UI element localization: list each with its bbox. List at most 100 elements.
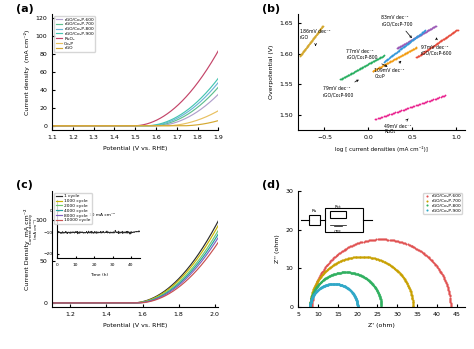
rGO/Co₂P-900 bbox=[307, 305, 313, 309]
Legend: 1 cycle, 1000 cycle, 2000 cycle, 4000 cycle, 8000 cycle, 10000 cycle: 1 cycle, 1000 cycle, 2000 cycle, 4000 cy… bbox=[55, 193, 92, 224]
rGO/Co₂P-800 bbox=[220, 75, 226, 79]
rGO bbox=[178, 124, 183, 128]
1 cycle bbox=[96, 301, 102, 305]
rGO/Co₂P-800 bbox=[49, 124, 55, 128]
RuO₂ bbox=[150, 120, 155, 124]
Text: (b): (b) bbox=[262, 3, 280, 14]
4000 cycle bbox=[199, 256, 205, 260]
rGO bbox=[93, 124, 99, 128]
rGO/Co₂P-600 bbox=[80, 124, 85, 128]
X-axis label: Potential (V vs. RHE): Potential (V vs. RHE) bbox=[103, 146, 167, 151]
rGO/Co₂P-600 bbox=[150, 124, 155, 128]
2000 cycle bbox=[216, 228, 221, 232]
rGO bbox=[150, 124, 155, 128]
rGO/Co₂P-600 bbox=[447, 292, 452, 296]
8000 cycle bbox=[216, 235, 221, 239]
4000 cycle bbox=[96, 301, 102, 305]
rGO/Co₂P-600 bbox=[309, 305, 315, 309]
Legend: rGO/Co₂P-600, rGO/Co₂P-700, rGO/Co₂P-800, rGO/Co₂P-900, RuO₂, Co₂P, rGO: rGO/Co₂P-600, rGO/Co₂P-700, rGO/Co₂P-800… bbox=[55, 16, 95, 52]
Line: rGO/Co₂P-800: rGO/Co₂P-800 bbox=[52, 77, 223, 126]
1 cycle bbox=[179, 274, 184, 278]
rGO/Co₂P-900 bbox=[347, 288, 353, 292]
rGO/Co₂P-700 bbox=[410, 299, 416, 303]
Line: rGO/Co₂P-900: rGO/Co₂P-900 bbox=[52, 73, 223, 126]
4000 cycle bbox=[49, 301, 55, 305]
1 cycle bbox=[102, 301, 108, 305]
Text: (d): (d) bbox=[262, 180, 280, 191]
rGO/Co₂P-600 bbox=[425, 255, 431, 259]
Text: 83mV dec⁻¹
rGO/Co₂P-700: 83mV dec⁻¹ rGO/Co₂P-700 bbox=[382, 15, 413, 38]
rGO/Co₂P-600 bbox=[127, 124, 132, 128]
rGO/Co₂P-800 bbox=[307, 305, 313, 309]
Text: (a): (a) bbox=[16, 3, 33, 14]
8000 cycle bbox=[158, 295, 164, 299]
1 cycle bbox=[158, 291, 164, 296]
rGO/Co₂P-600 bbox=[311, 288, 317, 292]
Text: 77mV dec⁻¹
rGO/Co₂P-800: 77mV dec⁻¹ rGO/Co₂P-800 bbox=[346, 49, 387, 66]
rGO/Co₂P-700 bbox=[309, 292, 315, 297]
1 cycle bbox=[199, 247, 205, 251]
RuO₂ bbox=[163, 113, 169, 117]
Co₂P bbox=[163, 124, 169, 128]
RuO₂ bbox=[127, 124, 132, 128]
10000 cycle bbox=[158, 296, 164, 300]
rGO/Co₂P-800 bbox=[127, 124, 132, 128]
rGO/Co₂P-700 bbox=[150, 124, 155, 128]
1 cycle bbox=[49, 301, 55, 305]
rGO/Co₂P-700 bbox=[393, 268, 399, 272]
Line: 2000 cycle: 2000 cycle bbox=[52, 230, 219, 303]
rGO/Co₂P-700 bbox=[163, 122, 169, 126]
10000 cycle bbox=[199, 262, 205, 266]
rGO/Co₂P-600 bbox=[310, 295, 316, 299]
rGO/Co₂P-800 bbox=[150, 124, 155, 128]
Co₂P bbox=[127, 124, 132, 128]
rGO/Co₂P-700 bbox=[410, 305, 416, 309]
4000 cycle bbox=[179, 279, 184, 283]
10000 cycle bbox=[216, 240, 221, 244]
Line: rGO/Co₂P-700: rGO/Co₂P-700 bbox=[52, 82, 223, 126]
rGO/Co₂P-900 bbox=[220, 70, 226, 75]
1000 cycle bbox=[49, 301, 55, 305]
rGO/Co₂P-700 bbox=[93, 124, 99, 128]
rGO/Co₂P-700 bbox=[178, 116, 183, 120]
rGO/Co₂P-700 bbox=[401, 277, 407, 281]
Line: rGO/Co₂P-600: rGO/Co₂P-600 bbox=[52, 90, 223, 126]
1 cycle bbox=[216, 218, 221, 223]
10000 cycle bbox=[102, 301, 108, 305]
rGO/Co₂P-800 bbox=[373, 286, 378, 290]
rGO/Co₂P-800 bbox=[309, 296, 314, 300]
rGO/Co₂P-900 bbox=[80, 124, 85, 128]
rGO/Co₂P-800 bbox=[379, 305, 384, 309]
rGO/Co₂P-600 bbox=[447, 297, 453, 301]
1000 cycle bbox=[90, 301, 96, 305]
2000 cycle bbox=[49, 301, 55, 305]
Line: rGO/Co₂P-700: rGO/Co₂P-700 bbox=[309, 256, 414, 308]
rGO/Co₂P-600 bbox=[49, 124, 55, 128]
10000 cycle bbox=[96, 301, 102, 305]
rGO/Co₂P-800 bbox=[343, 270, 349, 274]
Legend: rGO/Co₂P-600, rGO/Co₂P-700, rGO/Co₂P-800, rGO/Co₂P-900: rGO/Co₂P-600, rGO/Co₂P-700, rGO/Co₂P-800… bbox=[423, 193, 462, 214]
Text: 49mV dec⁻¹
RuO₂: 49mV dec⁻¹ RuO₂ bbox=[384, 119, 411, 134]
1000 cycle bbox=[102, 301, 108, 305]
rGO/Co₂P-700 bbox=[80, 124, 85, 128]
rGO/Co₂P-600 bbox=[163, 123, 169, 127]
Co₂P bbox=[178, 122, 183, 127]
1000 cycle bbox=[96, 301, 102, 305]
2000 cycle bbox=[179, 278, 184, 282]
Line: rGO/Co₂P-800: rGO/Co₂P-800 bbox=[309, 271, 383, 308]
rGO/Co₂P-900 bbox=[93, 124, 99, 128]
rGO/Co₂P-800 bbox=[163, 121, 169, 125]
rGO/Co₂P-600 bbox=[178, 119, 183, 123]
1000 cycle bbox=[179, 276, 184, 280]
X-axis label: Potential (V vs. RHE): Potential (V vs. RHE) bbox=[103, 322, 167, 328]
Text: 186mV dec⁻¹
rGO: 186mV dec⁻¹ rGO bbox=[300, 29, 330, 45]
1000 cycle bbox=[199, 250, 205, 254]
rGO/Co₂P-600 bbox=[93, 124, 99, 128]
Line: 10000 cycle: 10000 cycle bbox=[52, 242, 219, 303]
rGO/Co₂P-800 bbox=[80, 124, 85, 128]
RuO₂ bbox=[220, 41, 226, 45]
rGO/Co₂P-900 bbox=[308, 299, 314, 303]
rGO/Co₂P-900 bbox=[178, 113, 183, 117]
Line: 1000 cycle: 1000 cycle bbox=[52, 225, 219, 303]
rGO/Co₂P-800 bbox=[308, 300, 313, 304]
